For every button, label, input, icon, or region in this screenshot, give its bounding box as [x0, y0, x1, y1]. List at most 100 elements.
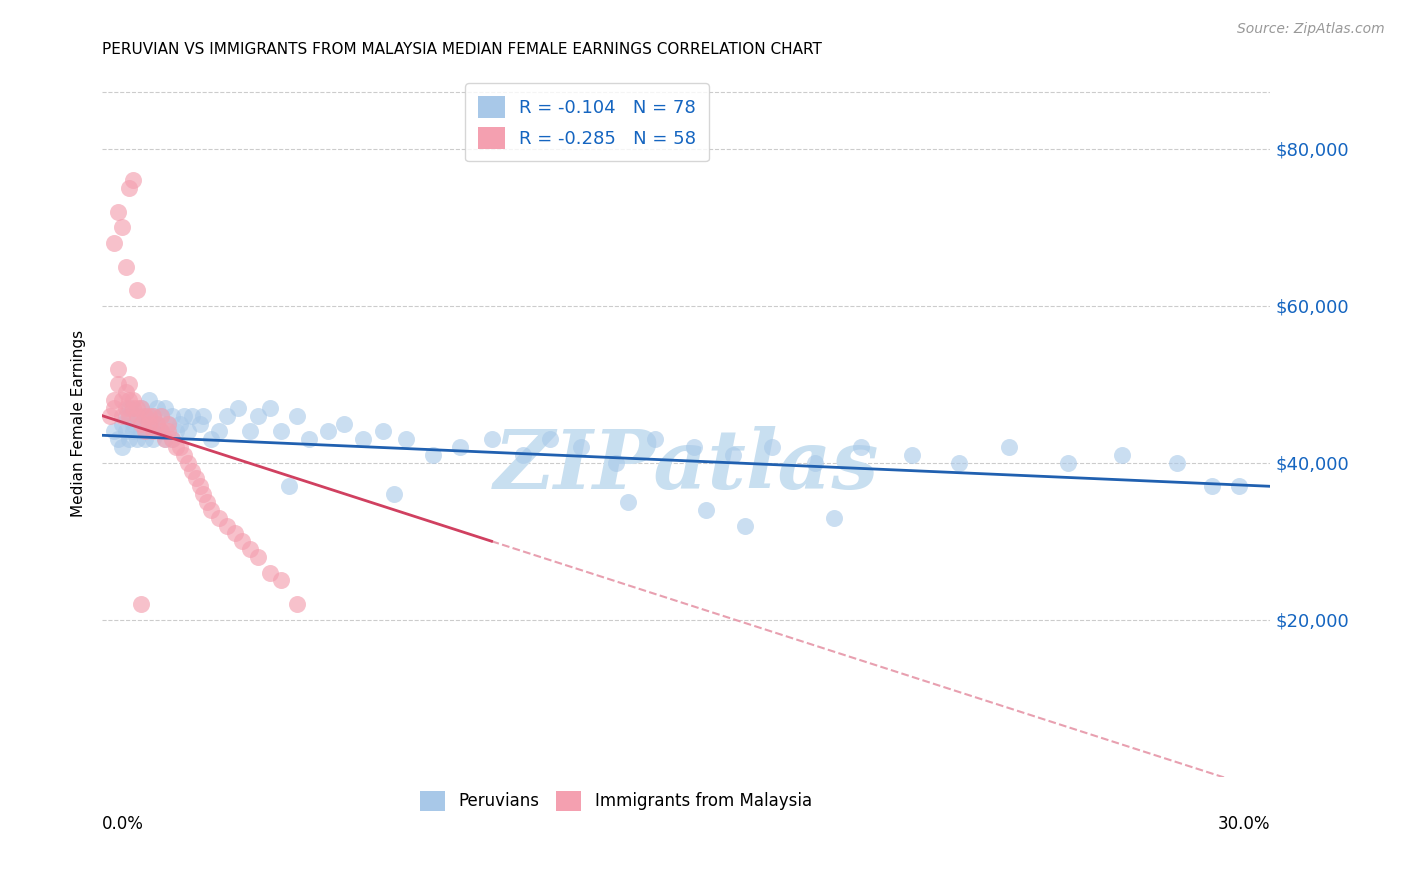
Point: [145, 417, 167, 431]
Point: [193, 409, 215, 423]
Point: [142, 425, 165, 439]
Point: [129, 401, 152, 415]
Point: [114, 409, 136, 423]
Point: [177, 456, 200, 470]
Text: ZIPatlas: ZIPatlas: [494, 425, 879, 506]
Point: [617, 495, 640, 509]
Point: [395, 432, 418, 446]
Point: [157, 425, 180, 439]
Point: [512, 448, 534, 462]
Point: [145, 417, 167, 431]
Point: [948, 456, 970, 470]
Point: [118, 392, 141, 407]
Point: [118, 432, 141, 446]
Point: [134, 432, 156, 446]
Point: [316, 425, 339, 439]
Point: [200, 503, 222, 517]
Point: [761, 440, 783, 454]
Point: [371, 425, 394, 439]
Point: [734, 518, 756, 533]
Point: [114, 401, 136, 415]
Point: [98, 409, 121, 423]
Point: [228, 401, 250, 415]
Legend: Peruvians, Immigrants from Malaysia: Peruvians, Immigrants from Malaysia: [413, 784, 818, 818]
Point: [1056, 456, 1078, 470]
Point: [157, 417, 180, 431]
Point: [114, 260, 136, 274]
Point: [169, 417, 191, 431]
Point: [285, 597, 308, 611]
Point: [122, 401, 145, 415]
Point: [239, 542, 262, 557]
Point: [422, 448, 444, 462]
Point: [162, 409, 184, 423]
Point: [129, 401, 152, 415]
Point: [285, 409, 308, 423]
Point: [134, 425, 156, 439]
Text: PERUVIAN VS IMMIGRANTS FROM MALAYSIA MEDIAN FEMALE EARNINGS CORRELATION CHART: PERUVIAN VS IMMIGRANTS FROM MALAYSIA MED…: [103, 42, 823, 57]
Point: [1166, 456, 1188, 470]
Point: [129, 597, 152, 611]
Point: [118, 409, 141, 423]
Point: [111, 440, 134, 454]
Point: [122, 392, 145, 407]
Point: [169, 440, 191, 454]
Point: [138, 392, 160, 407]
Point: [1201, 479, 1223, 493]
Point: [270, 425, 292, 439]
Point: [138, 425, 160, 439]
Y-axis label: Median Female Earnings: Median Female Earnings: [72, 330, 86, 517]
Point: [239, 425, 262, 439]
Point: [149, 409, 172, 423]
Point: [644, 432, 666, 446]
Point: [352, 432, 374, 446]
Point: [134, 409, 156, 423]
Point: [153, 432, 176, 446]
Point: [114, 385, 136, 400]
Point: [111, 392, 134, 407]
Point: [538, 432, 561, 446]
Point: [129, 425, 152, 439]
Point: [173, 448, 195, 462]
Point: [107, 361, 129, 376]
Point: [127, 401, 149, 415]
Point: [193, 487, 215, 501]
Point: [695, 503, 717, 517]
Point: [208, 510, 231, 524]
Point: [180, 464, 202, 478]
Point: [481, 432, 503, 446]
Point: [184, 471, 207, 485]
Point: [297, 432, 319, 446]
Point: [107, 204, 129, 219]
Point: [114, 425, 136, 439]
Point: [803, 456, 825, 470]
Text: 30.0%: 30.0%: [1218, 815, 1270, 833]
Point: [111, 220, 134, 235]
Point: [103, 235, 125, 250]
Point: [901, 448, 924, 462]
Point: [823, 510, 845, 524]
Point: [153, 432, 176, 446]
Point: [127, 283, 149, 297]
Point: [605, 456, 627, 470]
Point: [138, 417, 160, 431]
Point: [208, 425, 231, 439]
Point: [145, 401, 167, 415]
Point: [129, 417, 152, 431]
Point: [142, 432, 165, 446]
Point: [449, 440, 471, 454]
Point: [118, 401, 141, 415]
Text: 0.0%: 0.0%: [103, 815, 143, 833]
Point: [149, 425, 172, 439]
Point: [153, 401, 176, 415]
Point: [127, 432, 149, 446]
Point: [188, 479, 211, 493]
Point: [111, 417, 134, 431]
Point: [107, 432, 129, 446]
Point: [138, 409, 160, 423]
Point: [122, 417, 145, 431]
Point: [259, 566, 281, 580]
Point: [107, 377, 129, 392]
Point: [851, 440, 873, 454]
Point: [157, 417, 180, 431]
